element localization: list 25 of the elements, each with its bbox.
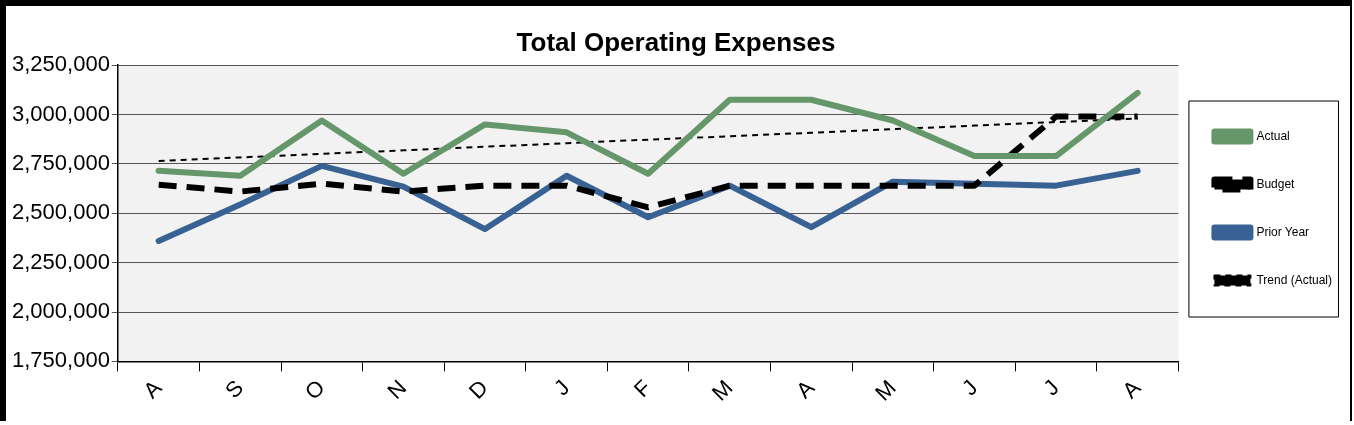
x-tick-label: M [706,374,738,406]
legend-label: Prior Year [1256,224,1310,239]
x-tick-label: D [463,374,493,404]
y-tick-label: 2,250,000 [12,248,110,274]
legend-label: Actual [1256,128,1290,143]
chart-title: Total Operating Expenses [516,26,836,57]
y-tick-label: 3,250,000 [12,51,110,77]
x-tick-label: J [548,374,575,401]
x-tick-label: J [1038,374,1064,401]
x-tick-label: M [870,374,901,406]
x-tick-label: O [299,374,330,405]
y-tick-label: 1,750,000 [12,347,110,373]
x-tick-label: N [382,374,412,404]
x-tick-label: A [791,374,820,403]
legend-label: Budget [1256,176,1296,191]
y-tick-label: 2,000,000 [12,298,110,324]
y-tick-label: 2,750,000 [12,149,110,175]
x-tick-label: A [138,374,167,403]
y-tick-label: 3,000,000 [12,100,110,126]
x-tick-label: F [628,374,656,403]
legend-label: Trend (Actual) [1256,272,1333,287]
y-tick-label: 2,500,000 [12,199,110,225]
x-tick-label: J [956,374,983,401]
x-tick-label: S [220,374,249,403]
x-tick-label: A [1117,374,1146,403]
